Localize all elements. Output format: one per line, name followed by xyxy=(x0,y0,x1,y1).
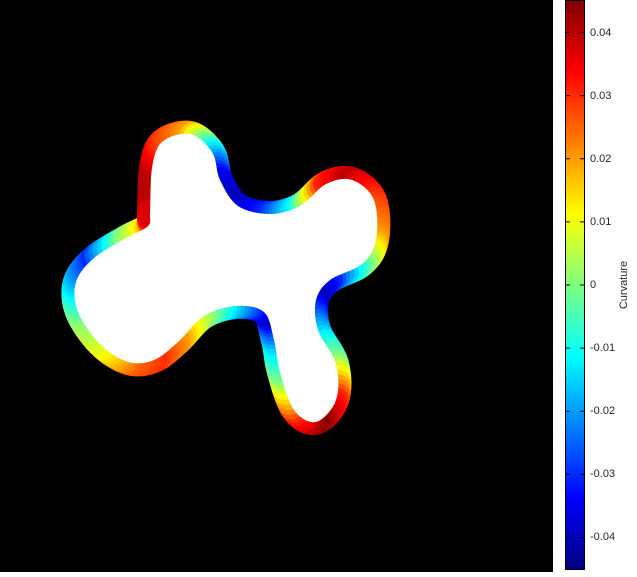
colorbar-label: Curvature xyxy=(618,261,630,309)
colorbar-tick-label: 0.04 xyxy=(590,27,611,39)
colorbar-tick-label: 0.02 xyxy=(590,153,611,165)
colorbar-gradient xyxy=(566,1,584,569)
curvature-shape-plot xyxy=(0,0,553,572)
colorbar-tick-label: 0 xyxy=(590,279,596,291)
colorbar xyxy=(565,0,585,570)
colorbar-tick-label: -0.03 xyxy=(590,468,615,480)
plot-area xyxy=(0,0,553,572)
colorbar-tick-label: 0.01 xyxy=(590,216,611,228)
colorbar-tick-label: -0.02 xyxy=(590,405,615,417)
colorbar-tick-label: -0.04 xyxy=(590,531,615,543)
colorbar-tick-label: -0.01 xyxy=(590,342,615,354)
colorbar-tick-label: 0.03 xyxy=(590,90,611,102)
